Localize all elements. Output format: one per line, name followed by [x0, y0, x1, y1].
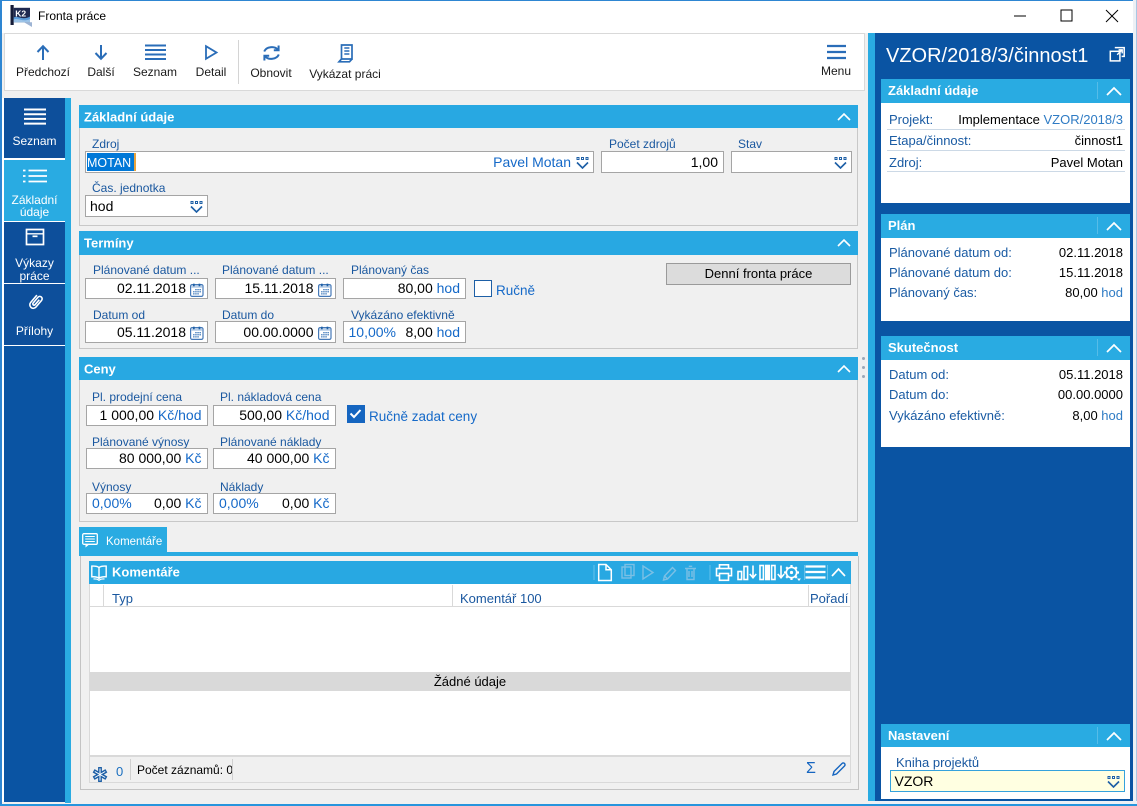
svg-text:K2: K2: [15, 9, 26, 19]
